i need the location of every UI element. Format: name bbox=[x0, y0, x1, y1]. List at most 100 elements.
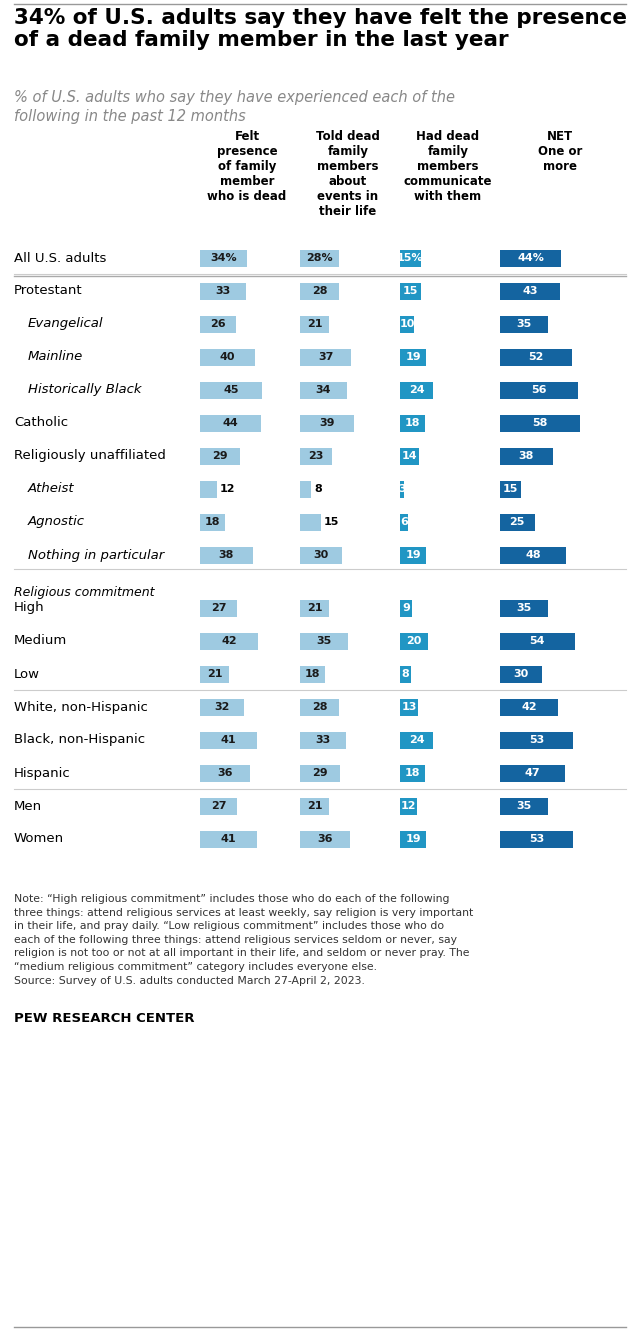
Bar bbox=[200, 599, 237, 616]
Text: 3: 3 bbox=[398, 484, 406, 494]
Text: 15: 15 bbox=[502, 484, 518, 494]
Bar bbox=[500, 514, 534, 531]
Text: 15: 15 bbox=[324, 516, 339, 527]
Text: 44: 44 bbox=[223, 418, 238, 429]
Text: 35: 35 bbox=[516, 801, 532, 811]
Bar bbox=[300, 414, 354, 431]
Text: 8: 8 bbox=[402, 669, 410, 679]
Text: 35: 35 bbox=[516, 603, 532, 614]
Text: NET
One or
more: NET One or more bbox=[538, 130, 582, 173]
Text: 34: 34 bbox=[316, 385, 332, 395]
Bar bbox=[400, 249, 420, 266]
Text: 21: 21 bbox=[207, 669, 222, 679]
Bar bbox=[500, 282, 559, 299]
Text: Black, non-Hispanic: Black, non-Hispanic bbox=[14, 733, 145, 747]
Bar bbox=[200, 282, 246, 299]
Text: 25: 25 bbox=[509, 516, 525, 527]
Text: White, non-Hispanic: White, non-Hispanic bbox=[14, 700, 148, 713]
Text: 48: 48 bbox=[525, 550, 541, 560]
Bar bbox=[500, 414, 580, 431]
Text: Agnostic: Agnostic bbox=[28, 515, 85, 528]
Bar bbox=[400, 414, 425, 431]
Text: High: High bbox=[14, 602, 45, 615]
Bar bbox=[400, 666, 411, 683]
Bar bbox=[500, 699, 558, 716]
Text: 28: 28 bbox=[312, 286, 327, 295]
Text: 54: 54 bbox=[530, 636, 545, 646]
Text: 33: 33 bbox=[316, 735, 330, 745]
Text: Nothing in particular: Nothing in particular bbox=[28, 548, 164, 562]
Text: 36: 36 bbox=[317, 835, 333, 844]
Bar bbox=[200, 447, 240, 465]
Text: Hispanic: Hispanic bbox=[14, 767, 71, 780]
Bar bbox=[500, 764, 565, 781]
Text: 18: 18 bbox=[404, 418, 420, 429]
Text: 13: 13 bbox=[401, 701, 417, 712]
Bar bbox=[200, 632, 258, 650]
Bar bbox=[400, 315, 414, 333]
Text: 20: 20 bbox=[406, 636, 422, 646]
Bar bbox=[500, 797, 548, 815]
Text: 41: 41 bbox=[221, 835, 236, 844]
Bar bbox=[200, 666, 229, 683]
Text: 28: 28 bbox=[312, 701, 327, 712]
Text: 29: 29 bbox=[212, 451, 228, 461]
Bar bbox=[200, 732, 257, 748]
Text: 19: 19 bbox=[405, 351, 421, 362]
Text: Protestant: Protestant bbox=[14, 285, 83, 298]
Bar bbox=[500, 547, 566, 563]
Text: 39: 39 bbox=[319, 418, 335, 429]
Text: 45: 45 bbox=[223, 385, 239, 395]
Text: 24: 24 bbox=[409, 385, 424, 395]
Text: 52: 52 bbox=[528, 351, 544, 362]
Bar bbox=[500, 599, 548, 616]
Bar bbox=[200, 764, 250, 781]
Text: 38: 38 bbox=[518, 451, 534, 461]
Text: 23: 23 bbox=[308, 451, 324, 461]
Bar bbox=[200, 414, 261, 431]
Bar bbox=[200, 382, 262, 398]
Bar bbox=[400, 632, 428, 650]
Bar bbox=[200, 699, 244, 716]
Text: 18: 18 bbox=[305, 669, 320, 679]
Bar bbox=[300, 249, 339, 266]
Bar bbox=[300, 699, 339, 716]
Text: Religious commitment: Religious commitment bbox=[14, 586, 154, 599]
Text: 35: 35 bbox=[317, 636, 332, 646]
Text: PEW RESEARCH CENTER: PEW RESEARCH CENTER bbox=[14, 1012, 195, 1025]
Bar bbox=[200, 797, 237, 815]
Text: Atheist: Atheist bbox=[28, 483, 75, 495]
Text: 34%: 34% bbox=[210, 253, 237, 264]
Text: Told dead
family
members
about
events in
their life: Told dead family members about events in… bbox=[316, 130, 380, 218]
Bar bbox=[300, 632, 348, 650]
Bar bbox=[300, 797, 329, 815]
Bar bbox=[500, 447, 552, 465]
Text: 44%: 44% bbox=[517, 253, 544, 264]
Text: 34% of U.S. adults say they have felt the presence
of a dead family member in th: 34% of U.S. adults say they have felt th… bbox=[14, 8, 627, 51]
Text: 15%: 15% bbox=[397, 253, 424, 264]
Text: Men: Men bbox=[14, 800, 42, 812]
Text: 42: 42 bbox=[521, 701, 537, 712]
Text: 18: 18 bbox=[205, 516, 220, 527]
Bar bbox=[400, 797, 417, 815]
Bar bbox=[300, 732, 346, 748]
Text: 35: 35 bbox=[516, 319, 532, 329]
Bar bbox=[400, 699, 418, 716]
Text: 58: 58 bbox=[532, 418, 548, 429]
Text: Note: “High religious commitment” includes those who do each of the following
th: Note: “High religious commitment” includ… bbox=[14, 894, 473, 985]
Bar bbox=[300, 349, 351, 366]
Bar bbox=[300, 382, 347, 398]
Bar bbox=[400, 764, 425, 781]
Text: 15: 15 bbox=[403, 286, 418, 295]
Bar bbox=[400, 599, 412, 616]
Text: 36: 36 bbox=[217, 768, 233, 779]
Text: 41: 41 bbox=[221, 735, 236, 745]
Bar bbox=[200, 315, 236, 333]
Bar bbox=[200, 349, 255, 366]
Text: 53: 53 bbox=[529, 835, 544, 844]
Text: Catholic: Catholic bbox=[14, 417, 68, 430]
Bar bbox=[500, 315, 548, 333]
Text: 32: 32 bbox=[214, 701, 230, 712]
Text: 28%: 28% bbox=[306, 253, 333, 264]
Bar bbox=[300, 480, 311, 498]
